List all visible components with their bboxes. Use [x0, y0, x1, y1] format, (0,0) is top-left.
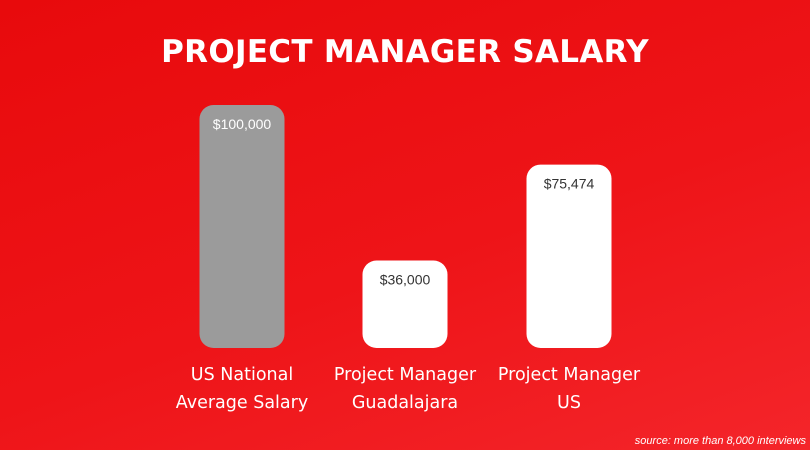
bar-2 — [362, 260, 448, 348]
category-label: US National Average Salary — [175, 365, 309, 413]
chart-title: PROJECT MANAGER SALARY — [161, 34, 649, 70]
source-note: source: more than 8,000 interviews — [634, 435, 806, 447]
category-label: Project Manager US — [497, 365, 641, 413]
bar-3 — [526, 164, 612, 348]
bar-value-label: $75,474 — [544, 176, 595, 192]
bar-1 — [199, 105, 285, 348]
category-label: Project Manager Guadalajara — [333, 365, 477, 413]
bar-value-label: $36,000 — [380, 272, 431, 288]
bar-value-label: $100,000 — [213, 116, 272, 132]
